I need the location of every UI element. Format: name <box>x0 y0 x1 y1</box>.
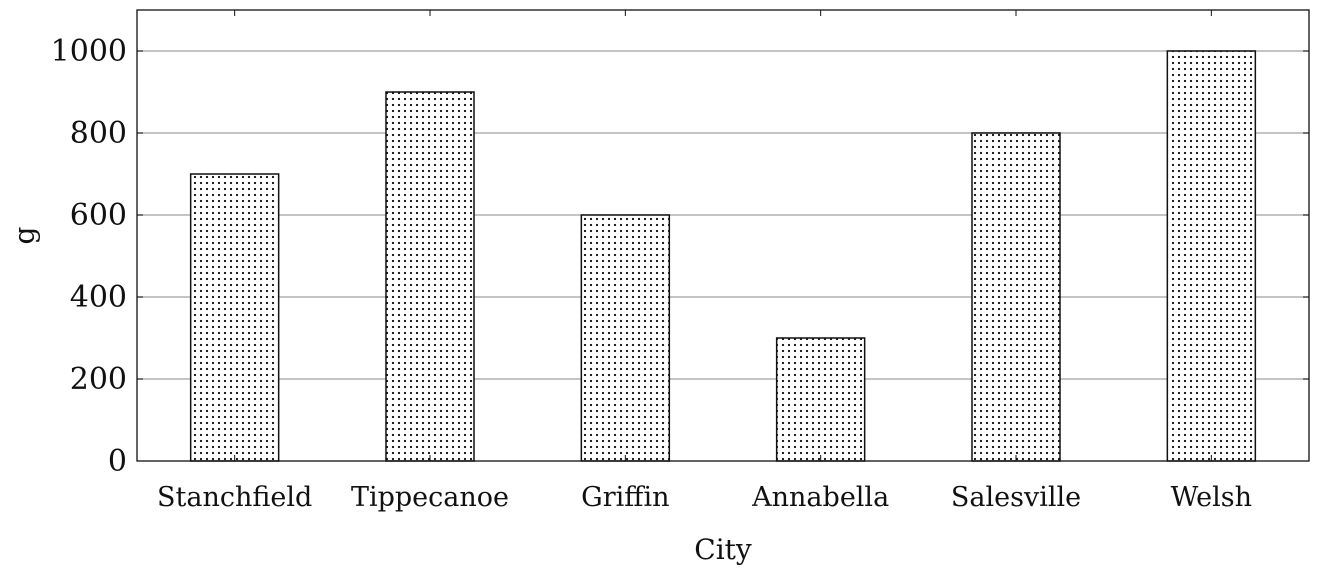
x-tick-label: Salesville <box>951 482 1081 513</box>
plot-area-frame <box>136 9 1310 462</box>
x-tick-label: Welsh <box>1171 482 1252 513</box>
bar-stanchfield <box>189 173 280 462</box>
y-axis-title: g <box>8 226 41 244</box>
bar-griffin <box>580 214 671 462</box>
x-tick-label: Tippecanoe <box>351 482 509 513</box>
bars <box>189 50 1257 462</box>
tick-marks <box>137 10 1309 462</box>
y-tick-label: 200 <box>70 362 127 397</box>
y-tick-label: 800 <box>70 116 127 151</box>
bar-annabella <box>775 337 866 462</box>
y-tick-label: 400 <box>70 280 127 315</box>
y-tick-label: 600 <box>70 198 127 233</box>
x-tick-label: Stanchfield <box>157 482 312 513</box>
x-tick-labels: Stanchfield Tippecanoe Griffin Annabella Sal… <box>157 482 1252 513</box>
y-tick-labels: 0 200 400 600 800 1000 <box>51 34 127 479</box>
bar-tippecanoe <box>385 91 475 462</box>
x-axis-title: City <box>694 533 752 566</box>
x-tick-label: Griffin <box>581 482 669 513</box>
bar-salesville <box>971 132 1061 462</box>
grid-lines <box>137 50 1309 380</box>
y-tick-label: 1000 <box>51 34 127 69</box>
bar-welsh <box>1166 50 1257 462</box>
y-tick-label: 0 <box>108 444 127 479</box>
x-tick-label: Annabella <box>751 482 889 513</box>
